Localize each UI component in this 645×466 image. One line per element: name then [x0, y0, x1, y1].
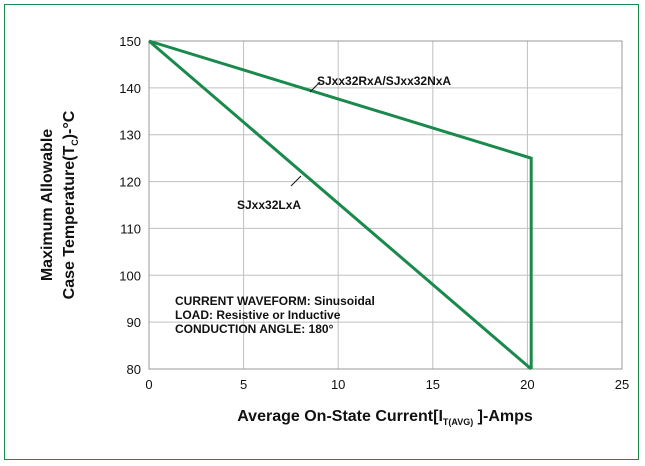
leader-line-lxa [290, 175, 302, 187]
y-tick-label: 140 [119, 81, 141, 96]
grid-lines [148, 40, 623, 370]
series-lines [148, 39, 533, 371]
x-tick-label: 10 [331, 377, 345, 392]
y-axis-title-line2-main: Case Temperature(T [61, 146, 78, 300]
annotation-waveform: CURRENT WAVEFORM: Sinusoidal [175, 294, 375, 308]
series-label-rxa: SJxx32RxA/SJxx32NxA [317, 74, 451, 88]
x-tick-label: 25 [615, 377, 629, 392]
y-tick-label: 100 [119, 268, 141, 283]
x-axis-title: Average On-State Current[IT(AVG) ]-Amps [237, 408, 533, 427]
x-tick-label: 5 [240, 377, 247, 392]
y-axis-title-line1: Maximum Allowable [39, 129, 56, 281]
x-axis-title-sub: T(AVG) [443, 417, 473, 427]
series-line-2 [148, 39, 533, 371]
y-tick-label: 80 [127, 362, 141, 377]
plot-border [148, 40, 623, 370]
y-tick-label: 130 [119, 128, 141, 143]
label-leaders [290, 81, 321, 187]
chart-frame [4, 4, 639, 460]
x-axis-title-tail: ]-Amps [473, 408, 533, 425]
x-axis-title-main: Average On-State Current[I [237, 408, 443, 425]
x-tick-label: 15 [426, 377, 440, 392]
y-tick-label: 120 [119, 175, 141, 190]
y-axis-title-line2-sub: C [70, 139, 80, 146]
leader-line-rxa [309, 81, 321, 93]
series-label-lxa: SJxx32LxA [237, 198, 301, 212]
y-tick-label: 110 [120, 221, 141, 236]
series-line-1 [148, 39, 533, 369]
y-tick-label: 150 [119, 34, 141, 49]
y-axis-title-line2: Case Temperature(TC)-°C [61, 110, 80, 299]
y-tick-label: 90 [127, 315, 141, 330]
tick-labels: 0 5 10 15 20 25 80 90 100 110 120 130 140 150 [119, 34, 629, 392]
x-tick-label: 20 [520, 377, 534, 392]
annotation-angle: CONDUCTION ANGLE: 180° [175, 322, 334, 336]
x-tick-label: 0 [145, 377, 152, 392]
y-axis-title-line2-tail: )-°C [61, 110, 78, 139]
annotation-load: LOAD: Resistive or Inductive [175, 308, 341, 322]
